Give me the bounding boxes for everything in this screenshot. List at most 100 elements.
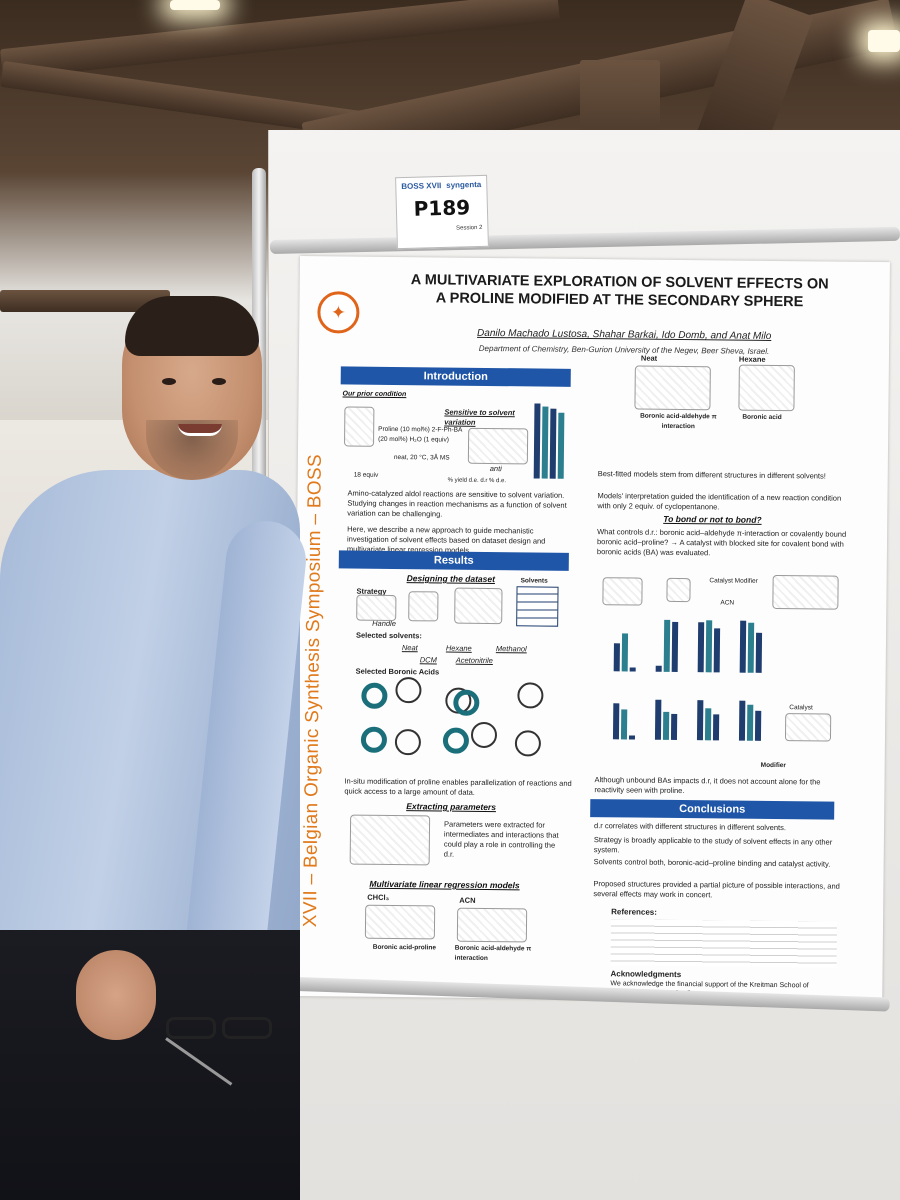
bar xyxy=(713,628,721,673)
boss-logo: BOSS XVII xyxy=(401,181,442,192)
scientific-poster: XVII – Belgian Organic Synthesis Symposi… xyxy=(292,256,890,1003)
aldehyde-structure xyxy=(344,406,375,447)
glasses-lens xyxy=(166,1017,216,1039)
insitu-bullet: In-situ modification of proline enables … xyxy=(344,776,572,797)
catalyst-modifier-label: Catalyst Modifier xyxy=(709,577,758,585)
ba-ring-icon xyxy=(361,682,388,709)
acn-label: ACN xyxy=(459,895,476,905)
section-conclusions: Conclusions xyxy=(590,799,835,820)
bar xyxy=(696,700,704,741)
bar xyxy=(557,412,565,479)
bar xyxy=(613,643,620,672)
solvent-methanol: Methanol xyxy=(495,644,527,654)
ba-ring-icon xyxy=(360,726,388,753)
bar xyxy=(655,665,662,672)
bar xyxy=(612,703,620,740)
bar xyxy=(629,667,636,672)
reaction-conditions-2: neat, 20 °C, 3Å MS xyxy=(393,453,450,462)
ba-ring-icon xyxy=(394,729,422,756)
reaction-conditions: Proline (10 mol%) 2-F-Ph-BA (20 mol%) H₂… xyxy=(378,425,463,444)
bar xyxy=(755,632,763,673)
solvent-hexane: Hexane xyxy=(445,643,472,653)
conclusion-3: Solvents control both, boronic-acid–prol… xyxy=(593,857,831,869)
complex-structure xyxy=(454,587,503,625)
bar xyxy=(746,704,754,741)
bar xyxy=(663,619,671,672)
bar xyxy=(662,711,670,740)
aldehyde-structure-2 xyxy=(602,577,643,606)
right-bullet-2: Models' interpretation guided the identi… xyxy=(597,491,842,512)
poster-code: P189 xyxy=(413,195,471,221)
glasses-lens xyxy=(222,1017,272,1039)
boronic-acid-structure xyxy=(408,591,439,622)
bar xyxy=(671,621,679,672)
bar xyxy=(621,633,629,672)
ba-ring-icon xyxy=(453,689,480,716)
right-bullet-1: Best-fitted models stem from different s… xyxy=(597,469,826,481)
mlr-label: Multivariate linear regression models xyxy=(369,878,520,891)
ba-ring-icon xyxy=(395,677,422,704)
product-structure-2 xyxy=(772,574,839,610)
bar xyxy=(670,713,678,740)
solvents-grid xyxy=(516,586,559,627)
bar xyxy=(541,406,549,479)
bar xyxy=(739,620,747,673)
prior-condition-label: Our prior condition xyxy=(342,390,407,399)
extracting-label: Extracting parameters xyxy=(406,801,497,813)
hand xyxy=(76,950,156,1040)
modifier-label: Modifier xyxy=(760,761,787,770)
bar xyxy=(620,709,628,740)
product-structure xyxy=(467,427,529,465)
poster-number-label: BOSS XVII syngenta P189 Session 2 xyxy=(395,174,489,250)
ba-ring-icon xyxy=(517,682,544,709)
poster-authors: Danilo Machado Lustosa, Shahar Barkai, I… xyxy=(477,327,772,342)
bar xyxy=(533,403,541,479)
university-seal-icon: ✦ xyxy=(317,291,360,334)
equiv-label: 18 equiv xyxy=(353,471,379,479)
boronic-acid-label: Boronic acid xyxy=(742,413,782,422)
to-bond-label: To bond or not to bond? xyxy=(663,513,762,525)
acn-label-2: ACN xyxy=(720,599,735,607)
parameter-structure xyxy=(349,814,431,866)
solvent-neat: Neat xyxy=(401,643,418,653)
eye xyxy=(212,378,226,385)
smile xyxy=(178,424,222,436)
intro-bullet-1: Amino-catalyzed aldol reactions are sens… xyxy=(347,488,567,519)
session-label: Session 2 xyxy=(456,224,483,232)
bar xyxy=(747,622,755,673)
right-bullet-3: What controls d.r.: boronic acid–aldehyd… xyxy=(596,527,847,558)
hexane-label: Hexane xyxy=(738,354,766,364)
extract-text: Parameters were extracted for intermedia… xyxy=(443,819,559,859)
cyclopentanone-structure xyxy=(666,577,691,603)
bar xyxy=(628,735,635,740)
hexane-structure xyxy=(738,364,795,412)
designing-dataset-label: Designing the dataset xyxy=(406,573,496,585)
conclusion-2: Strategy is broadly applicable to the st… xyxy=(593,835,833,855)
ba-ring-icon xyxy=(442,727,470,754)
ceiling-lamp xyxy=(868,30,900,52)
bar xyxy=(712,714,720,741)
acknowledgments-label: Acknowledgments xyxy=(610,969,682,980)
references-text-block xyxy=(610,919,838,968)
solvents-box-label: Solvents xyxy=(520,577,548,585)
bar xyxy=(738,700,746,741)
eye xyxy=(162,378,176,385)
hair xyxy=(125,296,259,356)
glasses-icon xyxy=(165,1017,276,1086)
bar xyxy=(754,710,762,741)
model1-structure xyxy=(364,904,436,940)
results-bar-chart-bottom xyxy=(612,679,762,741)
model2-structure xyxy=(456,907,528,943)
intro-bar-chart xyxy=(533,398,565,479)
bar xyxy=(704,708,712,741)
solvent-acetonitrile: Acetonitrile xyxy=(455,655,493,666)
syngenta-logo: syngenta xyxy=(446,179,482,190)
references-label: References: xyxy=(611,907,658,917)
right-bullet-4: Although unbound BAs impacts d.r, it doe… xyxy=(594,775,821,796)
neat-label: Neat xyxy=(640,353,658,363)
title-line-2: A PROLINE MODIFIED AT THE SECONDARY SPHE… xyxy=(435,290,804,311)
model1-label: Boronic acid-proline xyxy=(372,943,437,952)
proline-structure xyxy=(356,594,397,622)
conclusion-4: Proposed structures provided a partial p… xyxy=(593,879,840,900)
